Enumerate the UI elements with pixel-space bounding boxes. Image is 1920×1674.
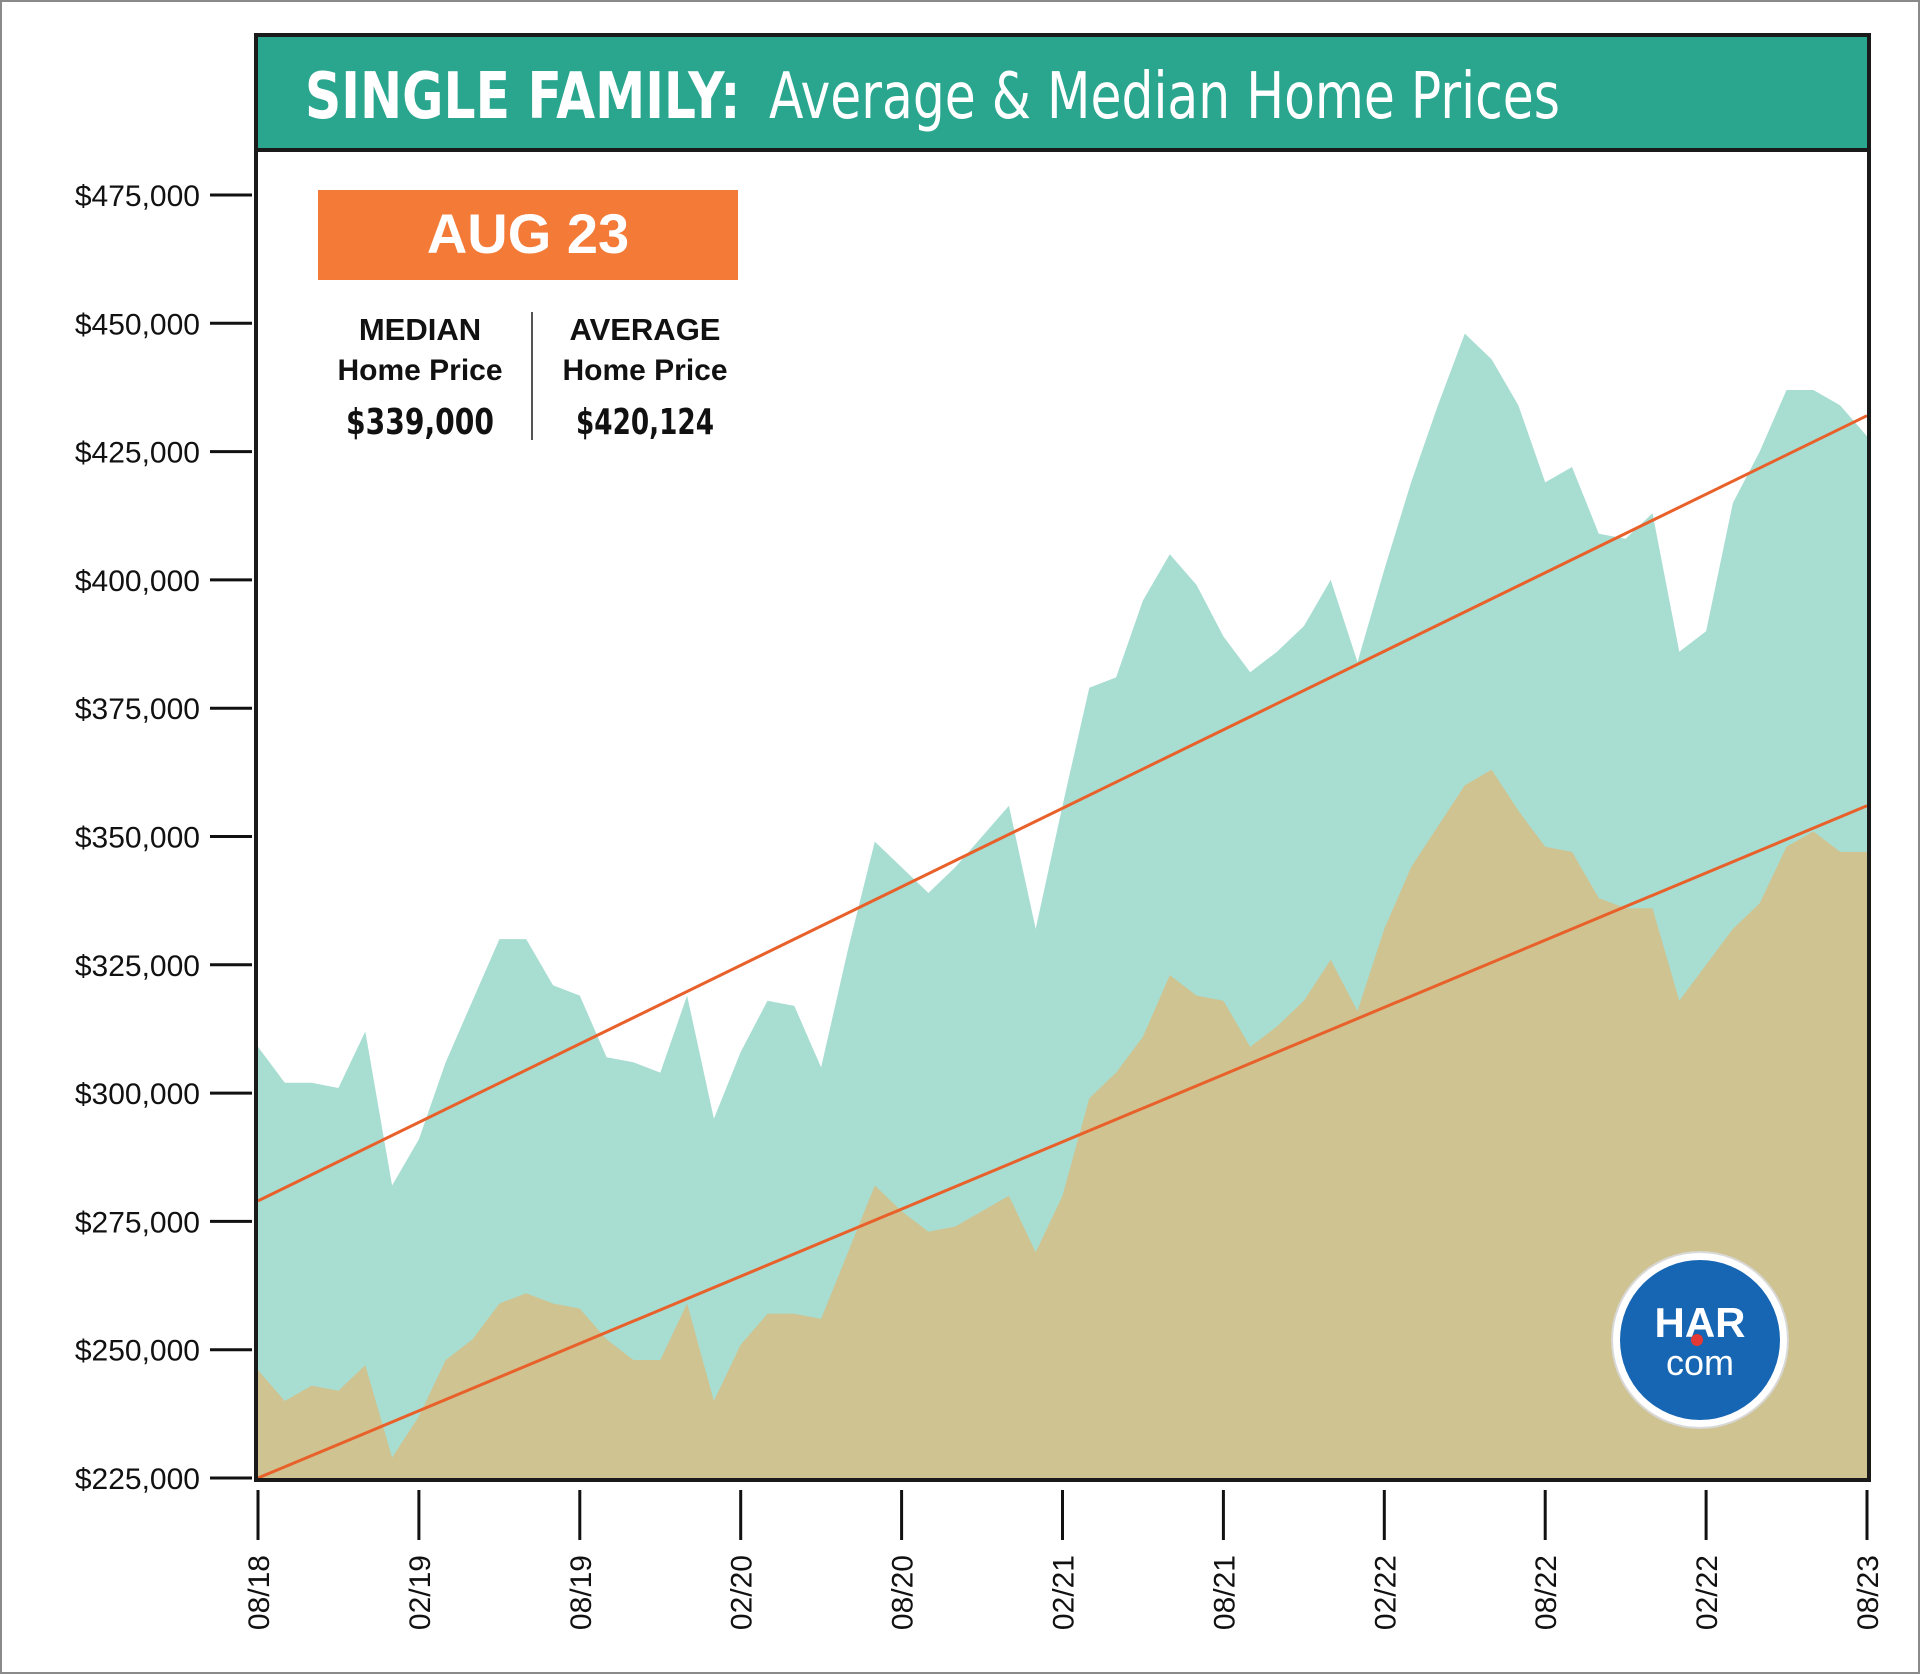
y-tick-label: $350,000 [75, 822, 200, 855]
y-tick-label: $250,000 [75, 1335, 200, 1368]
x-tick-label: 02/21 [1048, 1555, 1081, 1630]
y-tick-label: $375,000 [75, 693, 200, 726]
y-tick-label: $225,000 [75, 1463, 200, 1496]
average-value: $420,124 [576, 402, 714, 443]
har-logo-subtext: com [1666, 1342, 1734, 1383]
x-tick-label: 08/23 [1852, 1555, 1885, 1630]
har-logo-dot [1691, 1334, 1703, 1346]
y-tick-label: $325,000 [75, 950, 200, 983]
average_trend-line [257, 414, 1868, 1203]
har-logo: HAR com [1611, 1251, 1789, 1429]
x-axis: 08/18 02/19 08/19 02/20 08/20 02/21 08/21 02/22… [243, 1490, 1885, 1630]
trend-lines [257, 414, 1868, 1480]
median-area [258, 769, 1867, 1478]
y-tick-label: $275,000 [75, 1206, 200, 1239]
x-tick-label: 08/20 [887, 1555, 920, 1630]
median-title: MEDIAN [359, 312, 481, 347]
x-tick-label: 08/19 [565, 1555, 598, 1630]
y-axis: $225,000 $250,000 $275,000 $300,000 $325,000… [75, 180, 252, 1496]
y-tick-label: $400,000 [75, 565, 200, 598]
x-tick-label: 08/22 [1530, 1555, 1563, 1630]
chart-title: SINGLE FAMILY: Average & Median Home Pri… [305, 60, 1560, 134]
x-tick-label: 02/19 [404, 1555, 437, 1630]
header-banner [254, 33, 1871, 152]
x-tick-label: 02/22 [1369, 1555, 1402, 1630]
y-tick-label: $300,000 [75, 1078, 200, 1111]
x-tick-label: 02/22 [1691, 1555, 1724, 1630]
y-tick-label: $425,000 [75, 437, 200, 470]
x-tick-label: 08/21 [1208, 1555, 1241, 1630]
average-subtitle: Home Price [562, 354, 727, 387]
median-value: $339,000 [346, 402, 494, 443]
x-tick-label: 02/20 [726, 1555, 759, 1630]
y-tick-label: $450,000 [75, 308, 200, 341]
y-tick-label: $475,000 [75, 180, 200, 213]
x-tick-label: 08/18 [243, 1555, 276, 1630]
median-subtitle: Home Price [337, 354, 502, 387]
median_trend-line [257, 804, 1868, 1480]
average-title: AVERAGE [569, 312, 720, 347]
plot-areas [258, 333, 1867, 1479]
chart-title-bold: SINGLE FAMILY: [305, 60, 740, 134]
chart-title-rest: Average & Median Home Prices [769, 60, 1560, 134]
date-badge [318, 190, 738, 280]
date-badge-label: AUG 23 [427, 202, 629, 265]
